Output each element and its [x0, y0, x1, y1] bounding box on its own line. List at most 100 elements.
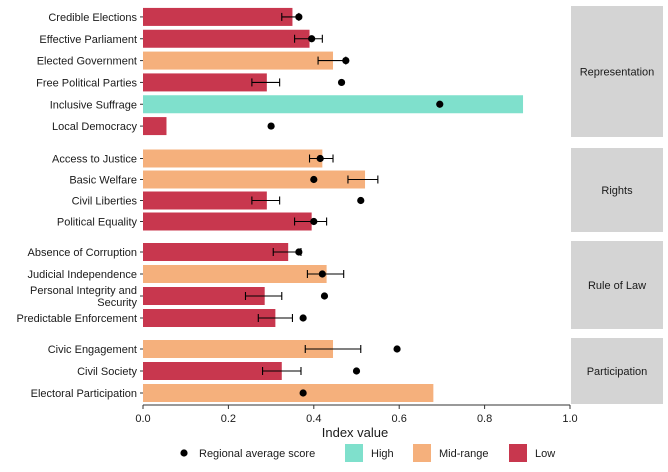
error-bar — [251, 78, 281, 87]
category-label: Civil Society — [77, 366, 137, 378]
legend-label: Mid-range — [439, 448, 489, 460]
bar — [143, 95, 524, 114]
bar — [143, 51, 334, 70]
bar — [143, 309, 276, 327]
data-row: Political Equality — [57, 212, 328, 231]
bar — [143, 340, 334, 358]
category-label: Civic Engagement — [48, 344, 137, 356]
bar — [143, 149, 323, 168]
panel-2: Rule of Law Absence of Corruption Judicial… — [17, 241, 663, 329]
category-label: Effective Parliament — [39, 34, 137, 46]
data-row: Predictable Enforcement — [17, 309, 307, 327]
data-row: Effective Parliament — [39, 29, 323, 48]
category-label: Civil Liberties — [72, 196, 138, 208]
category-label: Personal Integrity and Security — [30, 285, 138, 309]
category-label: Local Democracy — [52, 121, 137, 133]
error-bar — [257, 314, 294, 322]
error-bar — [304, 345, 362, 353]
category-label: Elected Government — [37, 56, 137, 68]
facet-strip-label: Participation — [587, 366, 648, 378]
facet-strip-label: Rule of Law — [588, 280, 646, 292]
data-row: Civil Society — [77, 362, 361, 380]
data-row: Absence of Corruption — [28, 243, 303, 261]
regional-average-dot — [342, 56, 350, 65]
bar — [143, 243, 289, 261]
bar — [143, 29, 310, 48]
data-row: Personal Integrity and Security — [30, 285, 329, 309]
bar — [143, 117, 167, 136]
regional-average-dot — [320, 292, 329, 300]
x-tick-label: 0.0 — [135, 413, 150, 425]
data-row: Local Democracy — [52, 117, 275, 136]
data-row: Free Political Parties — [36, 73, 346, 92]
bar — [143, 384, 434, 402]
panels-layer: Representation Credible Elections Effectiv… — [17, 6, 663, 404]
legend: Regional average score High Mid-range Low — [180, 444, 555, 462]
data-row: Electoral Participation — [31, 384, 434, 402]
panel-0: Representation Credible Elections Effectiv… — [36, 6, 663, 137]
x-tick-label: 0.2 — [221, 413, 236, 425]
category-label: Predictable Enforcement — [17, 313, 137, 325]
category-label: Absence of Corruption — [28, 247, 137, 259]
data-row: Civic Engagement — [48, 340, 401, 358]
regional-average-dot — [299, 314, 307, 322]
facet-strip-label: Representation — [580, 67, 655, 79]
x-tick-label: 0.8 — [477, 413, 492, 425]
bar — [143, 7, 293, 26]
regional-average-dot — [337, 78, 346, 87]
data-row: Elected Government — [37, 51, 350, 70]
regional-average-dot — [393, 345, 401, 353]
legend-dot-label: Regional average score — [199, 448, 315, 460]
panel-1: Rights Access to Justice Basic Welfare Civi… — [52, 148, 663, 232]
x-axis: 0.0 0.2 0.4 0.6 0.8 1.0 — [135, 404, 578, 425]
legend-key-low — [509, 444, 527, 462]
data-row: Judicial Independence — [28, 265, 345, 283]
regional-average-dot — [310, 217, 318, 226]
category-label: Basic Welfare — [69, 175, 137, 187]
regional-average-dot — [299, 389, 307, 397]
x-tick-label: 0.4 — [306, 413, 321, 425]
bar — [143, 287, 265, 305]
category-label: Access to Justice — [52, 154, 137, 166]
facet-strip: Rule of Law — [571, 241, 663, 329]
facet-strip-label: Rights — [601, 185, 633, 197]
legend-key-high — [345, 444, 363, 462]
facet-strip-bg — [571, 338, 663, 404]
legend-label: Low — [535, 448, 555, 460]
category-label: Electoral Participation — [31, 388, 137, 400]
regional-average-dot — [316, 154, 324, 163]
regional-average-dot — [318, 270, 326, 278]
regional-average-dot — [357, 196, 365, 205]
data-row: Civil Liberties — [72, 191, 365, 210]
category-label: Credible Elections — [48, 12, 137, 24]
regional-average-dot — [267, 122, 275, 130]
legend-dot-key — [180, 449, 188, 457]
category-label: Political Equality — [57, 217, 138, 229]
bar — [143, 191, 267, 210]
facet-strip: Rights — [571, 148, 663, 232]
error-bar — [347, 175, 379, 184]
x-tick-label: 0.6 — [392, 413, 407, 425]
category-label: Free Political Parties — [36, 77, 137, 89]
bar — [143, 362, 282, 380]
facet-strip: Participation — [571, 338, 663, 404]
error-bar — [262, 367, 302, 375]
data-row: Credible Elections — [48, 7, 303, 26]
category-label: Judicial Independence — [28, 269, 137, 281]
x-axis-title: Index value — [322, 425, 389, 440]
facet-strip-bg — [571, 241, 663, 329]
legend-label: High — [371, 448, 394, 460]
data-row: Access to Justice — [52, 149, 334, 168]
bar — [143, 265, 327, 283]
regional-average-dot — [308, 35, 316, 43]
error-bar — [244, 292, 283, 300]
regional-average-dot — [295, 13, 303, 21]
regional-average-dot — [295, 248, 303, 256]
data-row: Inclusive Suffrage — [50, 95, 524, 114]
facet-strip-bg — [571, 148, 663, 232]
legend-key-mid-range — [413, 444, 431, 462]
panel-3: Participation Civic Engagement Civil Socie… — [31, 338, 663, 404]
bar — [143, 73, 267, 92]
regional-average-dot — [352, 367, 361, 375]
